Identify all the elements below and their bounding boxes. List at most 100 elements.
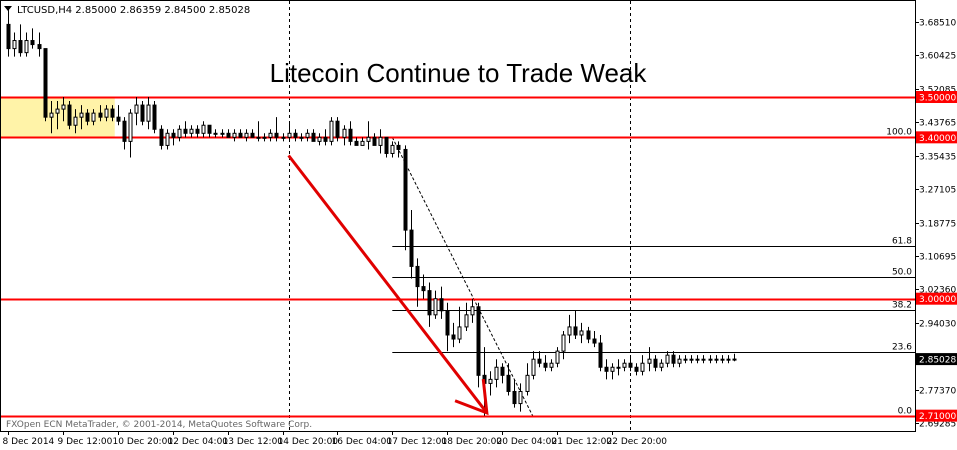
dropdown-triangle-icon bbox=[4, 6, 12, 11]
candle-body bbox=[372, 136, 377, 146]
candle-body bbox=[274, 132, 279, 138]
candles-layer bbox=[6, 8, 737, 416]
horizontal-levels-layer bbox=[1, 96, 915, 418]
candle-body bbox=[634, 366, 639, 372]
candle-body bbox=[91, 112, 96, 122]
candle-body bbox=[470, 306, 475, 316]
candle-body bbox=[409, 229, 414, 267]
candle-body bbox=[525, 374, 530, 392]
candle-body bbox=[354, 140, 359, 146]
chart-header: LTCUSD,H4 2.85000 2.86359 2.84500 2.8502… bbox=[4, 5, 250, 16]
candle-body bbox=[366, 136, 371, 142]
candle-body bbox=[701, 358, 706, 361]
x-axis-tick-label: 21 Dec 12:00 bbox=[552, 437, 613, 447]
y-axis-tick-label: 3.18775 bbox=[919, 220, 956, 230]
candle-body bbox=[647, 358, 652, 364]
candle-body bbox=[146, 104, 151, 122]
candle-body bbox=[232, 132, 237, 138]
y-axis-tick-label: 3.10695 bbox=[919, 253, 956, 263]
chart-title: Litecoin Continue to Trade Weak bbox=[270, 58, 648, 88]
candle-body bbox=[323, 136, 328, 142]
candle-body bbox=[85, 112, 90, 122]
candle-body bbox=[653, 358, 658, 368]
candle-body bbox=[671, 354, 676, 364]
candle-body bbox=[531, 358, 536, 376]
candle-body bbox=[579, 330, 584, 336]
x-axis-tick-label: 16 Dec 04:00 bbox=[332, 437, 393, 447]
candle-body bbox=[152, 104, 157, 130]
candle-body bbox=[238, 132, 243, 138]
candle-body bbox=[561, 334, 566, 352]
candle-body bbox=[24, 40, 29, 54]
candle-body bbox=[415, 265, 420, 288]
level-price-tag-label: 3.00000 bbox=[919, 295, 956, 305]
candle-body bbox=[518, 390, 523, 405]
candle-body bbox=[476, 306, 481, 376]
candle-body bbox=[628, 362, 633, 368]
candle-body bbox=[659, 362, 664, 368]
candle-body bbox=[43, 48, 48, 118]
y-axis-tick-label: 3.35435 bbox=[919, 153, 956, 163]
level-price-tag-label: 2.71000 bbox=[919, 412, 956, 422]
downtrend-arrow-head bbox=[454, 378, 489, 416]
candle-body bbox=[177, 128, 182, 138]
candle-body bbox=[726, 358, 731, 361]
candle-body bbox=[720, 358, 725, 361]
downtrend-arrow-shaft bbox=[287, 154, 489, 414]
chart-header-text: LTCUSD,H4 2.85000 2.86359 2.84500 2.8502… bbox=[17, 5, 250, 16]
candle-body bbox=[281, 136, 286, 139]
candle-body bbox=[488, 378, 493, 384]
candle-body bbox=[445, 310, 450, 336]
candle-body bbox=[640, 362, 645, 372]
candle-body bbox=[55, 108, 60, 114]
level-price-tag-box bbox=[916, 91, 957, 104]
candle-body bbox=[732, 358, 737, 361]
x-axis-tick-label: 18 Dec 20:00 bbox=[442, 437, 503, 447]
candle-body bbox=[98, 112, 103, 118]
candle-body bbox=[604, 366, 609, 372]
level-price-tag-label: 3.40000 bbox=[919, 134, 956, 144]
chart-footer: FXOpen ECN MetaTrader, © 2001-2014, Meta… bbox=[6, 420, 312, 430]
candle-body bbox=[116, 116, 121, 122]
current-price-tag-label: 2.85028 bbox=[919, 356, 956, 366]
candle-body bbox=[226, 132, 231, 138]
candle-body bbox=[250, 132, 255, 138]
y-axis-tick-label: 3.60425 bbox=[919, 52, 956, 62]
candle-body bbox=[79, 112, 84, 118]
candle-body bbox=[311, 132, 316, 142]
candle-body bbox=[256, 136, 261, 139]
fib-level-label: 23.6 bbox=[892, 343, 912, 353]
current-price-tag-box bbox=[916, 353, 957, 366]
candle-body bbox=[134, 104, 139, 114]
candle-body bbox=[586, 330, 591, 340]
x-axis-tick-label: 14 Dec 20:00 bbox=[278, 437, 339, 447]
candle-body bbox=[207, 124, 212, 134]
candle-body bbox=[299, 136, 304, 139]
x-axis-tick-label: 10 Dec 20:00 bbox=[113, 437, 174, 447]
level-price-tag-box bbox=[916, 409, 957, 422]
candle-body bbox=[104, 108, 109, 118]
level-price-tag: 2.71000 bbox=[916, 409, 957, 422]
x-axis-tick-label: 13 Dec 12:00 bbox=[223, 437, 284, 447]
candle-body bbox=[213, 132, 218, 135]
y-axis-tick-label: 3.27105 bbox=[919, 186, 956, 196]
candle-body bbox=[543, 362, 548, 368]
candle-body bbox=[555, 350, 560, 364]
candle-body bbox=[421, 286, 426, 292]
candle-body bbox=[262, 136, 267, 139]
candle-body bbox=[201, 124, 206, 134]
candle-body bbox=[67, 104, 72, 126]
arrow-layer bbox=[287, 154, 489, 416]
fib-level-label: 38.2 bbox=[892, 301, 912, 311]
candle-body bbox=[622, 362, 627, 368]
candle-body bbox=[189, 128, 194, 134]
candle-body bbox=[677, 358, 682, 364]
candle-body bbox=[689, 358, 694, 361]
plot-border bbox=[0, 0, 916, 432]
x-axis-tick-label: 9 Dec 12:00 bbox=[58, 437, 113, 447]
y-axis-tick-label: 2.94030 bbox=[919, 320, 956, 330]
fib-level-label: 61.8 bbox=[892, 237, 912, 247]
y-axis-tick-label: 2.77370 bbox=[919, 387, 956, 397]
y-axis-tick-label: 3.68510 bbox=[919, 19, 956, 29]
